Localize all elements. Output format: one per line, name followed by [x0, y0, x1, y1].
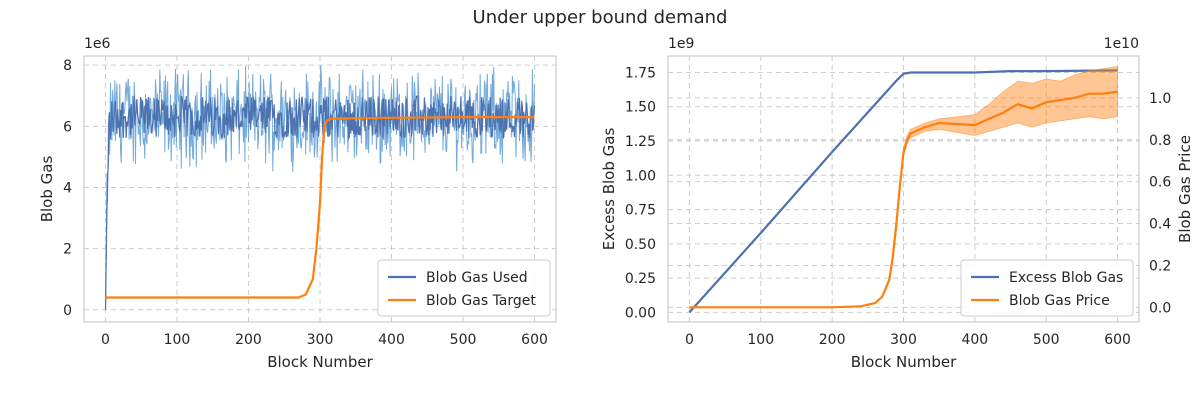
y2-tick-label: 0.4 — [1149, 217, 1171, 233]
y-tick-label: 6 — [63, 119, 72, 135]
x-tick-label: 100 — [164, 332, 191, 348]
y2-tick-label: 0.2 — [1149, 258, 1171, 274]
y-tick-label: 1.00 — [625, 168, 656, 184]
x-tick-label: 0 — [685, 332, 694, 348]
y2-axis-label: Blob Gas Price — [1176, 135, 1194, 243]
x-axis-label: Block Number — [267, 353, 373, 371]
series-blob-gas-used-mean — [104, 95, 536, 310]
y2-offset-label: 1e10 — [1104, 36, 1139, 52]
y-tick-label: 4 — [63, 180, 72, 196]
y-tick-label: 0 — [63, 303, 72, 319]
y-tick-label: 1.25 — [625, 134, 656, 150]
x-tick-label: 100 — [747, 332, 774, 348]
y-offset-label: 1e9 — [668, 36, 694, 52]
grid — [668, 56, 1139, 322]
x-tick-label: 600 — [521, 332, 548, 348]
x-tick-label: 600 — [1104, 332, 1131, 348]
y2-tick-label: 0.8 — [1149, 133, 1171, 149]
plot-area — [104, 65, 536, 310]
legend-frame — [960, 259, 1134, 317]
legend-label: Blob Gas Used — [426, 270, 528, 286]
y-tick-label: 2 — [63, 242, 72, 258]
y-tick-label: 0.75 — [625, 203, 656, 219]
legend-label: Blob Gas Target — [426, 293, 536, 309]
x-tick-label: 400 — [378, 332, 405, 348]
x-tick-label: 0 — [101, 332, 110, 348]
y-tick-label: 8 — [63, 58, 72, 74]
legend: Excess Blob Gas Blob Gas Price — [960, 259, 1134, 317]
y-tick-label: 0.50 — [625, 237, 656, 253]
legend-frame — [377, 259, 551, 317]
plot-area — [688, 66, 1118, 314]
y-axis-label: Excess Blob Gas — [600, 128, 618, 251]
y2-tick-label: 0.0 — [1149, 300, 1171, 316]
y-tick-label: 0.00 — [625, 305, 656, 321]
chart-left: 0 100 200 300 400 500 600 0 2 4 6 8 Block Number Blob… — [38, 36, 557, 371]
y-tick-label: 1.50 — [625, 100, 656, 116]
plot-frame — [667, 55, 1140, 323]
legend-label: Blob Gas Price — [1009, 293, 1110, 309]
y2-tick-label: 1.0 — [1149, 91, 1171, 107]
x-tick-label: 300 — [890, 332, 917, 348]
y-tick-label: 1.75 — [625, 65, 656, 81]
series-line-blob-gas-target — [105, 116, 535, 299]
series-line-blob-gas-price — [689, 90, 1118, 309]
x-tick-label: 500 — [450, 332, 477, 348]
x-axis-label: Block Number — [851, 353, 957, 371]
legend-label: Excess Blob Gas — [1009, 270, 1123, 286]
x-tick-label: 400 — [961, 332, 988, 348]
y-offset-label: 1e6 — [84, 36, 111, 52]
y-tick-label: 0.25 — [625, 271, 656, 287]
y-axis-label: Blob Gas — [38, 156, 56, 223]
suptitle: Under upper bound demand — [473, 7, 728, 28]
x-tick-label: 300 — [307, 332, 334, 348]
x-tick-label: 500 — [1033, 332, 1060, 348]
legend: Blob Gas Used Blob Gas Target — [377, 259, 551, 317]
plot-frame — [83, 55, 557, 323]
series-line-excess-blob-gas — [688, 69, 1118, 314]
chart-right: 0 100 200 300 400 500 600 0.00 0.25 0.50 0.75 1.00 1… — [600, 36, 1194, 371]
x-tick-label: 200 — [235, 332, 262, 348]
series-blob-gas-used-samples — [105, 65, 535, 310]
x-tick-label: 200 — [819, 332, 846, 348]
y2-tick-label: 0.6 — [1149, 175, 1171, 191]
